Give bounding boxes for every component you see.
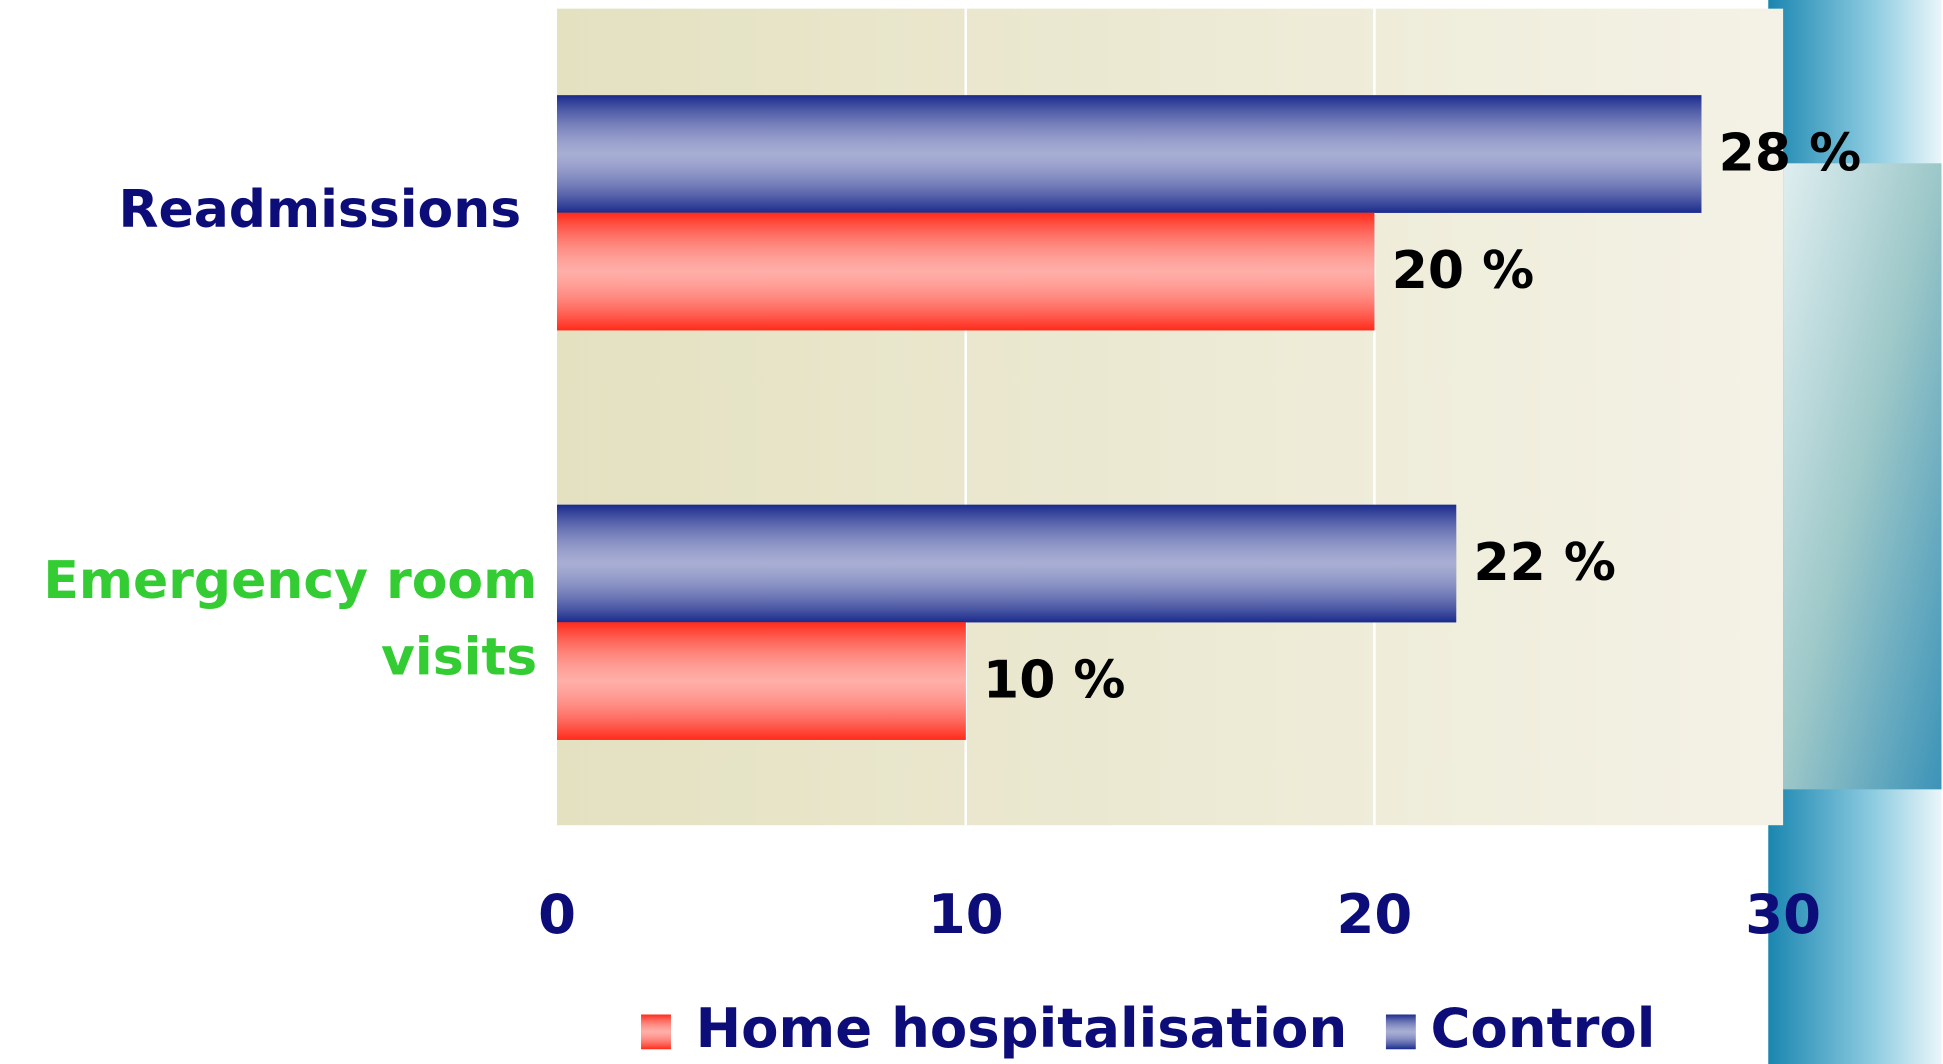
bar-shine (557, 213, 1374, 331)
bar-shine (557, 95, 1701, 213)
value-label: 10 % (983, 651, 1125, 711)
bar (557, 213, 1374, 331)
page: {"chart_data": { "type": "hbar", "catego… (0, 0, 1943, 1064)
legend-swatch-shine (1386, 1015, 1416, 1050)
legend-label: Home hospitalisation (696, 996, 1348, 1060)
chart: 0 10 20 30 28 % 20 % Readmissions 22 % 10 % Emerg… (0, 0, 1943, 1064)
value-label: 22 % (1473, 533, 1615, 593)
value-label: 20 % (1392, 241, 1534, 301)
x-tick-label: 30 (1745, 882, 1821, 946)
value-label: 28 % (1719, 124, 1861, 184)
x-tick-label: 20 (1337, 882, 1413, 946)
x-tick-label: 10 (928, 882, 1004, 946)
bar (557, 622, 966, 740)
x-tick-label: 0 (538, 882, 576, 946)
bar (557, 505, 1456, 623)
bar (557, 95, 1701, 213)
bar-shine (557, 505, 1456, 623)
legend-label: Control (1431, 996, 1656, 1060)
category-label: Readmissions (118, 180, 521, 240)
side-photo (1783, 163, 1941, 789)
legend-swatch-shine (641, 1015, 671, 1050)
bar-shine (557, 622, 966, 740)
